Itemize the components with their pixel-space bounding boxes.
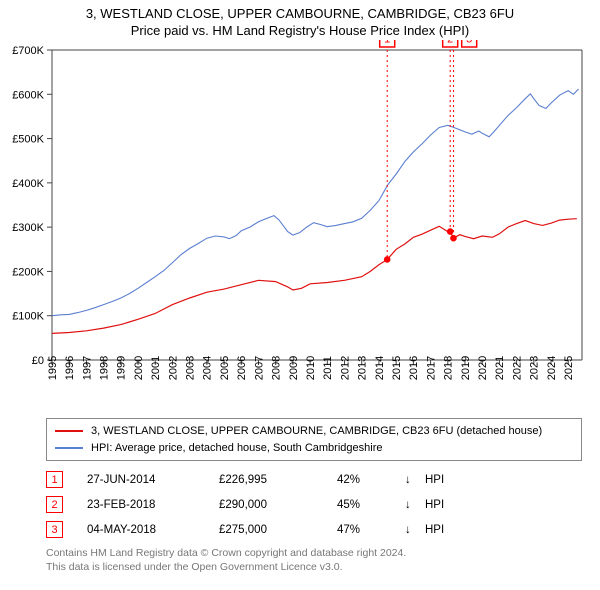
y-tick-label: £500K [12,134,44,146]
x-tick-label: 2022 [511,356,523,380]
y-tick-label: £700K [12,45,44,57]
sale-pct: 47% [337,524,405,536]
title-block: 3, WESTLAND CLOSE, UPPER CAMBOURNE, CAMB… [0,0,600,40]
x-tick-label: 2000 [133,356,145,380]
x-tick-label: 2017 [425,356,437,380]
x-tick-label: 2021 [494,356,506,380]
footer-line-1: Contains HM Land Registry data © Crown c… [46,546,582,560]
x-tick-label: 2004 [202,356,214,380]
x-tick-label: 1997 [81,356,93,380]
x-tick-label: 2014 [374,356,386,380]
sales-row: 2 23-FEB-2018£290,00045%↓HPI [46,496,582,513]
sale-number-box: 3 [46,521,63,538]
sale-marker-number: 2 [447,40,453,46]
footer-line-2: This data is licensed under the Open Gov… [46,560,582,574]
x-tick-label: 1999 [116,356,128,380]
down-arrow-icon: ↓ [405,474,425,486]
container: 3, WESTLAND CLOSE, UPPER CAMBOURNE, CAMB… [0,0,600,574]
x-tick-label: 2005 [219,356,231,380]
sale-pct: 45% [337,499,405,511]
price-paid-line [52,219,577,334]
x-tick-label: 2015 [391,356,403,380]
x-tick-label: 2018 [443,356,455,380]
sale-vs-label: HPI [425,499,455,511]
y-tick-label: £600K [12,89,44,101]
x-tick-label: 2003 [185,356,197,380]
sale-date: 04-MAY-2018 [87,524,219,536]
chart-svg: £0 £100K £200K £300K £400K £500K £600K £700K 199… [0,40,600,412]
legend-label: 3, WESTLAND CLOSE, UPPER CAMBOURNE, CAMB… [91,423,542,440]
x-tick-label: 2016 [408,356,420,380]
legend-label: HPI: Average price, detached house, Sout… [91,440,382,457]
x-tick-label: 2023 [529,356,541,380]
x-tick-label: 2002 [167,356,179,380]
x-tick-label: 2024 [546,356,558,380]
y-tick-label: £300K [12,222,44,234]
x-tick-label: 2007 [253,356,265,380]
x-tick-label: 2025 [563,356,575,380]
x-tick-label: 2008 [271,356,283,380]
sales-row: 1 27-JUN-2014£226,99542%↓HPI [46,471,582,488]
sale-dot [447,228,454,235]
sale-date: 27-JUN-2014 [87,474,219,486]
x-tick-label: 2011 [322,356,334,380]
x-tick-label: 2009 [288,356,300,380]
footer: Contains HM Land Registry data © Crown c… [46,546,582,574]
sale-price: £226,995 [219,474,337,486]
y-tick-label: £0 [32,355,44,367]
sale-date: 23-FEB-2018 [87,499,219,511]
x-tick-label: 2013 [357,356,369,380]
sale-marker-number: 1 [384,40,390,46]
sales-row: 3 04-MAY-2018£275,00047%↓HPI [46,521,582,538]
legend-item: 3, WESTLAND CLOSE, UPPER CAMBOURNE, CAMB… [55,423,573,440]
down-arrow-icon: ↓ [405,524,425,536]
x-tick-label: 1996 [64,356,76,380]
y-tick-label: £400K [12,178,44,190]
chart-subtitle: Price paid vs. HM Land Registry's House … [10,23,590,38]
sale-number-box: 1 [46,471,63,488]
sale-price: £275,000 [219,524,337,536]
x-tick-label: 2006 [236,356,248,380]
hpi-line [52,89,579,316]
sale-number-box: 2 [46,496,63,513]
legend: 3, WESTLAND CLOSE, UPPER CAMBOURNE, CAMB… [46,418,582,461]
x-tick-label: 2012 [339,356,351,380]
sale-dot [384,256,391,263]
legend-swatch [55,447,83,449]
legend-item: HPI: Average price, detached house, Sout… [55,440,573,457]
sale-price: £290,000 [219,499,337,511]
sale-vs-label: HPI [425,474,455,486]
chart: £0 £100K £200K £300K £400K £500K £600K £700K 199… [0,40,600,412]
sale-marker-number: 3 [466,40,472,46]
sales-table: 127-JUN-2014£226,99542%↓HPI223-FEB-2018£… [46,471,582,538]
x-tick-label: 1998 [98,356,110,380]
down-arrow-icon: ↓ [405,499,425,511]
y-tick-label: £100K [12,311,44,323]
x-tick-label: 2019 [460,356,472,380]
x-tick-label: 2010 [305,356,317,380]
legend-swatch [55,430,83,432]
y-tick-label: £200K [12,266,44,278]
x-tick-label: 1995 [47,356,59,380]
chart-title: 3, WESTLAND CLOSE, UPPER CAMBOURNE, CAMB… [10,6,590,21]
sale-vs-label: HPI [425,524,455,536]
sale-dot [450,235,457,242]
x-tick-label: 2001 [150,356,162,380]
sale-pct: 42% [337,474,405,486]
x-tick-label: 2020 [477,356,489,380]
